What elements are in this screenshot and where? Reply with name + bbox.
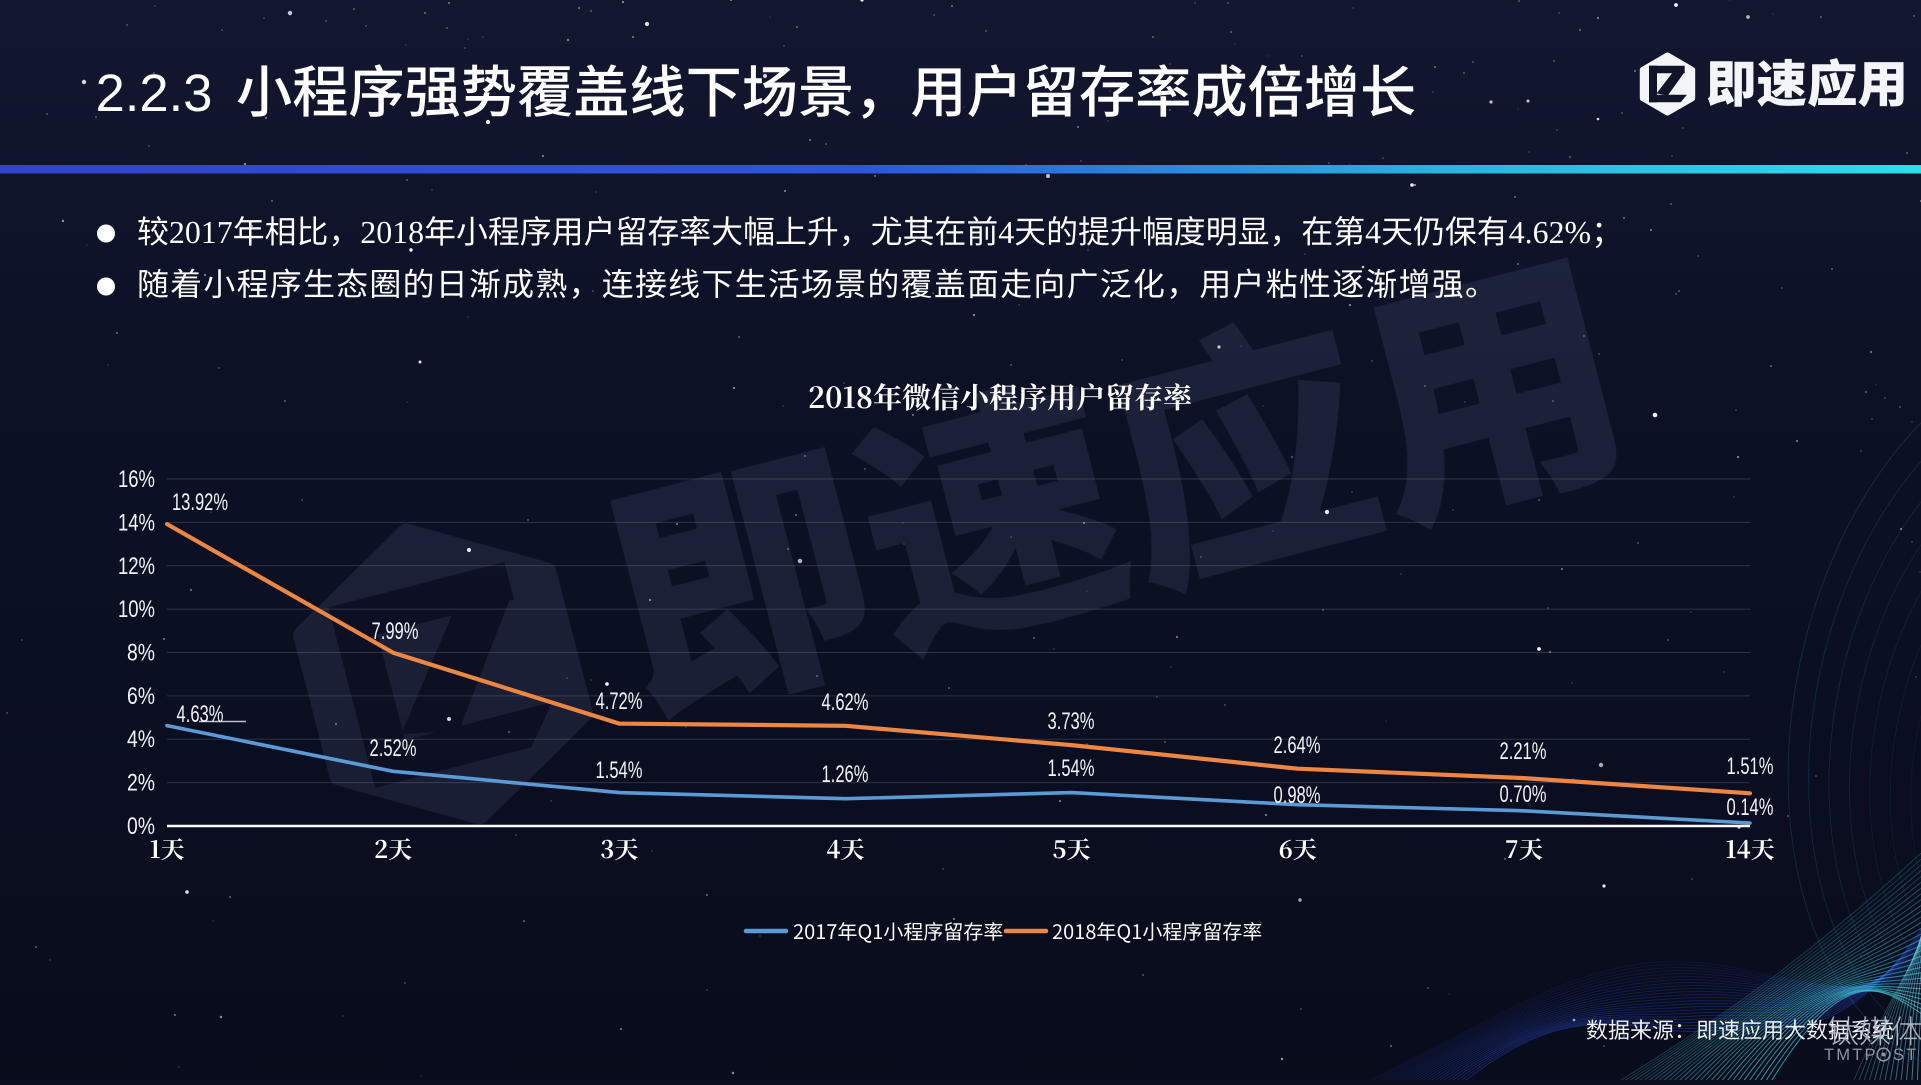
svg-text:3.73%: 3.73% <box>1048 708 1095 735</box>
svg-text:2.21%: 2.21% <box>1500 738 1547 765</box>
svg-text:0.14%: 0.14% <box>1727 794 1774 821</box>
svg-text:1.54%: 1.54% <box>596 757 643 784</box>
svg-text:1.26%: 1.26% <box>822 761 869 788</box>
svg-text:1.54%: 1.54% <box>1048 755 1095 782</box>
svg-text:7.99%: 7.99% <box>372 618 419 645</box>
svg-text:2%: 2% <box>127 770 155 797</box>
svg-text:4%: 4% <box>127 726 155 753</box>
svg-text:16%: 16% <box>118 466 155 493</box>
svg-text:0%: 0% <box>127 813 155 840</box>
svg-text:0.98%: 0.98% <box>1274 782 1321 809</box>
svg-text:12%: 12% <box>118 553 155 580</box>
svg-text:1.51%: 1.51% <box>1727 753 1774 780</box>
svg-text:2.52%: 2.52% <box>370 735 417 762</box>
svg-text:0.70%: 0.70% <box>1500 781 1547 808</box>
svg-text:13.92%: 13.92% <box>172 489 228 516</box>
svg-text:4.63%: 4.63% <box>177 701 224 728</box>
svg-text:4.72%: 4.72% <box>596 688 643 715</box>
svg-text:4.62%: 4.62% <box>822 689 869 716</box>
svg-text:6%: 6% <box>127 683 155 710</box>
svg-text:10%: 10% <box>118 596 155 623</box>
svg-text:2.64%: 2.64% <box>1274 732 1321 759</box>
svg-text:14%: 14% <box>118 509 155 536</box>
svg-text:8%: 8% <box>127 640 155 667</box>
